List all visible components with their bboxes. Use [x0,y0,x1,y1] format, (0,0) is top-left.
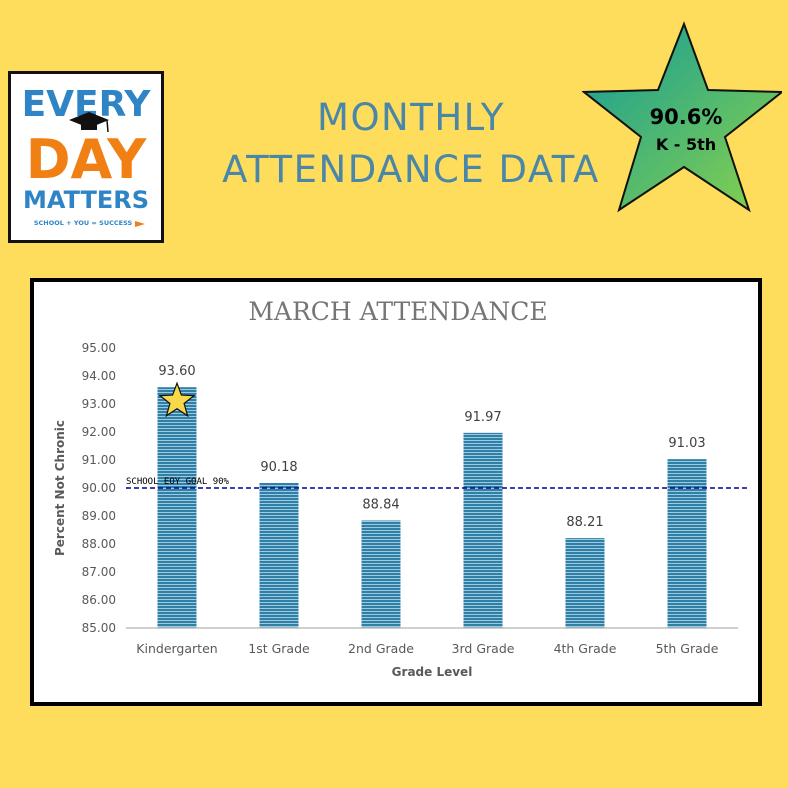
x-tick-label: 4th Grade [554,641,617,656]
page-headline: MONTHLY ATTENDANCE DATA [196,92,626,196]
headline-line-1: MONTHLY [317,96,505,139]
y-tick-label: 90.00 [82,481,116,495]
x-tick-label: 2nd Grade [348,641,414,656]
bar [259,482,299,628]
x-axis-title: Grade Level [392,665,473,679]
y-tick-label: 95.00 [82,341,116,355]
data-label: 88.84 [362,497,399,512]
bar [361,520,401,628]
bar [157,387,197,628]
logo-tagline: SCHOOL + YOU = SUCCESS [34,219,133,227]
logo-line-day: DAY [26,128,147,191]
headline-line-2: ATTENDANCE DATA [222,148,600,191]
goal-line-label: SCHOOL EOY GOAL 90% [126,477,230,487]
y-tick-label: 94.00 [82,369,116,383]
data-labels: 93.60 90.18 88.84 91.97 88.21 91.03 [158,364,705,530]
chart-title: MARCH ATTENDANCE [248,297,547,326]
bar [463,432,503,628]
y-axis-title: Percent Not Chronic [53,420,67,556]
attendance-bar-chart: MARCH ATTENDANCE 85.00 86.00 87.00 88.00 89.… [53,297,750,679]
data-label: 91.97 [464,410,501,425]
bar [565,538,605,628]
chart-panel: MARCH ATTENDANCE 85.00 86.00 87.00 88.00 89.… [30,278,762,706]
y-tick-label: 89.00 [82,509,116,523]
y-tick-label: 91.00 [82,453,116,467]
y-tick-label: 92.00 [82,425,116,439]
star-badge: 90.6% K - 5th [582,21,782,213]
y-tick-label: 86.00 [82,593,116,607]
y-tick-label: 87.00 [82,565,116,579]
goal-line-group: SCHOOL EOY GOAL 90% [126,477,750,489]
x-tick-label: 1st Grade [248,641,310,656]
data-label: 93.60 [158,364,195,379]
x-tick-label: 5th Grade [656,641,719,656]
bars [157,381,707,628]
y-tick-label: 93.00 [82,397,116,411]
data-label: 88.21 [566,515,603,530]
highlight-star-icon [158,381,196,418]
x-axis-labels: Kindergarten 1st Grade 2nd Grade 3rd Grade 4… [136,641,718,656]
data-label: 90.18 [260,460,297,475]
bar [667,459,707,628]
x-tick-label: Kindergarten [136,641,217,656]
every-day-matters-logo: EVERY DAY MATTERS SCHOOL + YOU = SUCCESS [8,71,164,243]
data-label: 91.03 [668,436,705,451]
star-icon [582,21,782,213]
logo-graphic: EVERY DAY MATTERS SCHOOL + YOU = SUCCESS [22,84,151,227]
badge-value: 90.6% [650,105,723,129]
pencil-icon [135,221,145,227]
y-axis-ticks: 85.00 86.00 87.00 88.00 89.00 90.00 91.00 92.00… [82,341,116,635]
x-tick-label: 3rd Grade [452,641,515,656]
badge-label: K - 5th [656,135,716,154]
logo-line-matters: MATTERS [23,186,149,214]
y-tick-label: 88.00 [82,537,116,551]
graduation-cap-icon [69,112,109,133]
y-tick-label: 85.00 [82,621,116,635]
